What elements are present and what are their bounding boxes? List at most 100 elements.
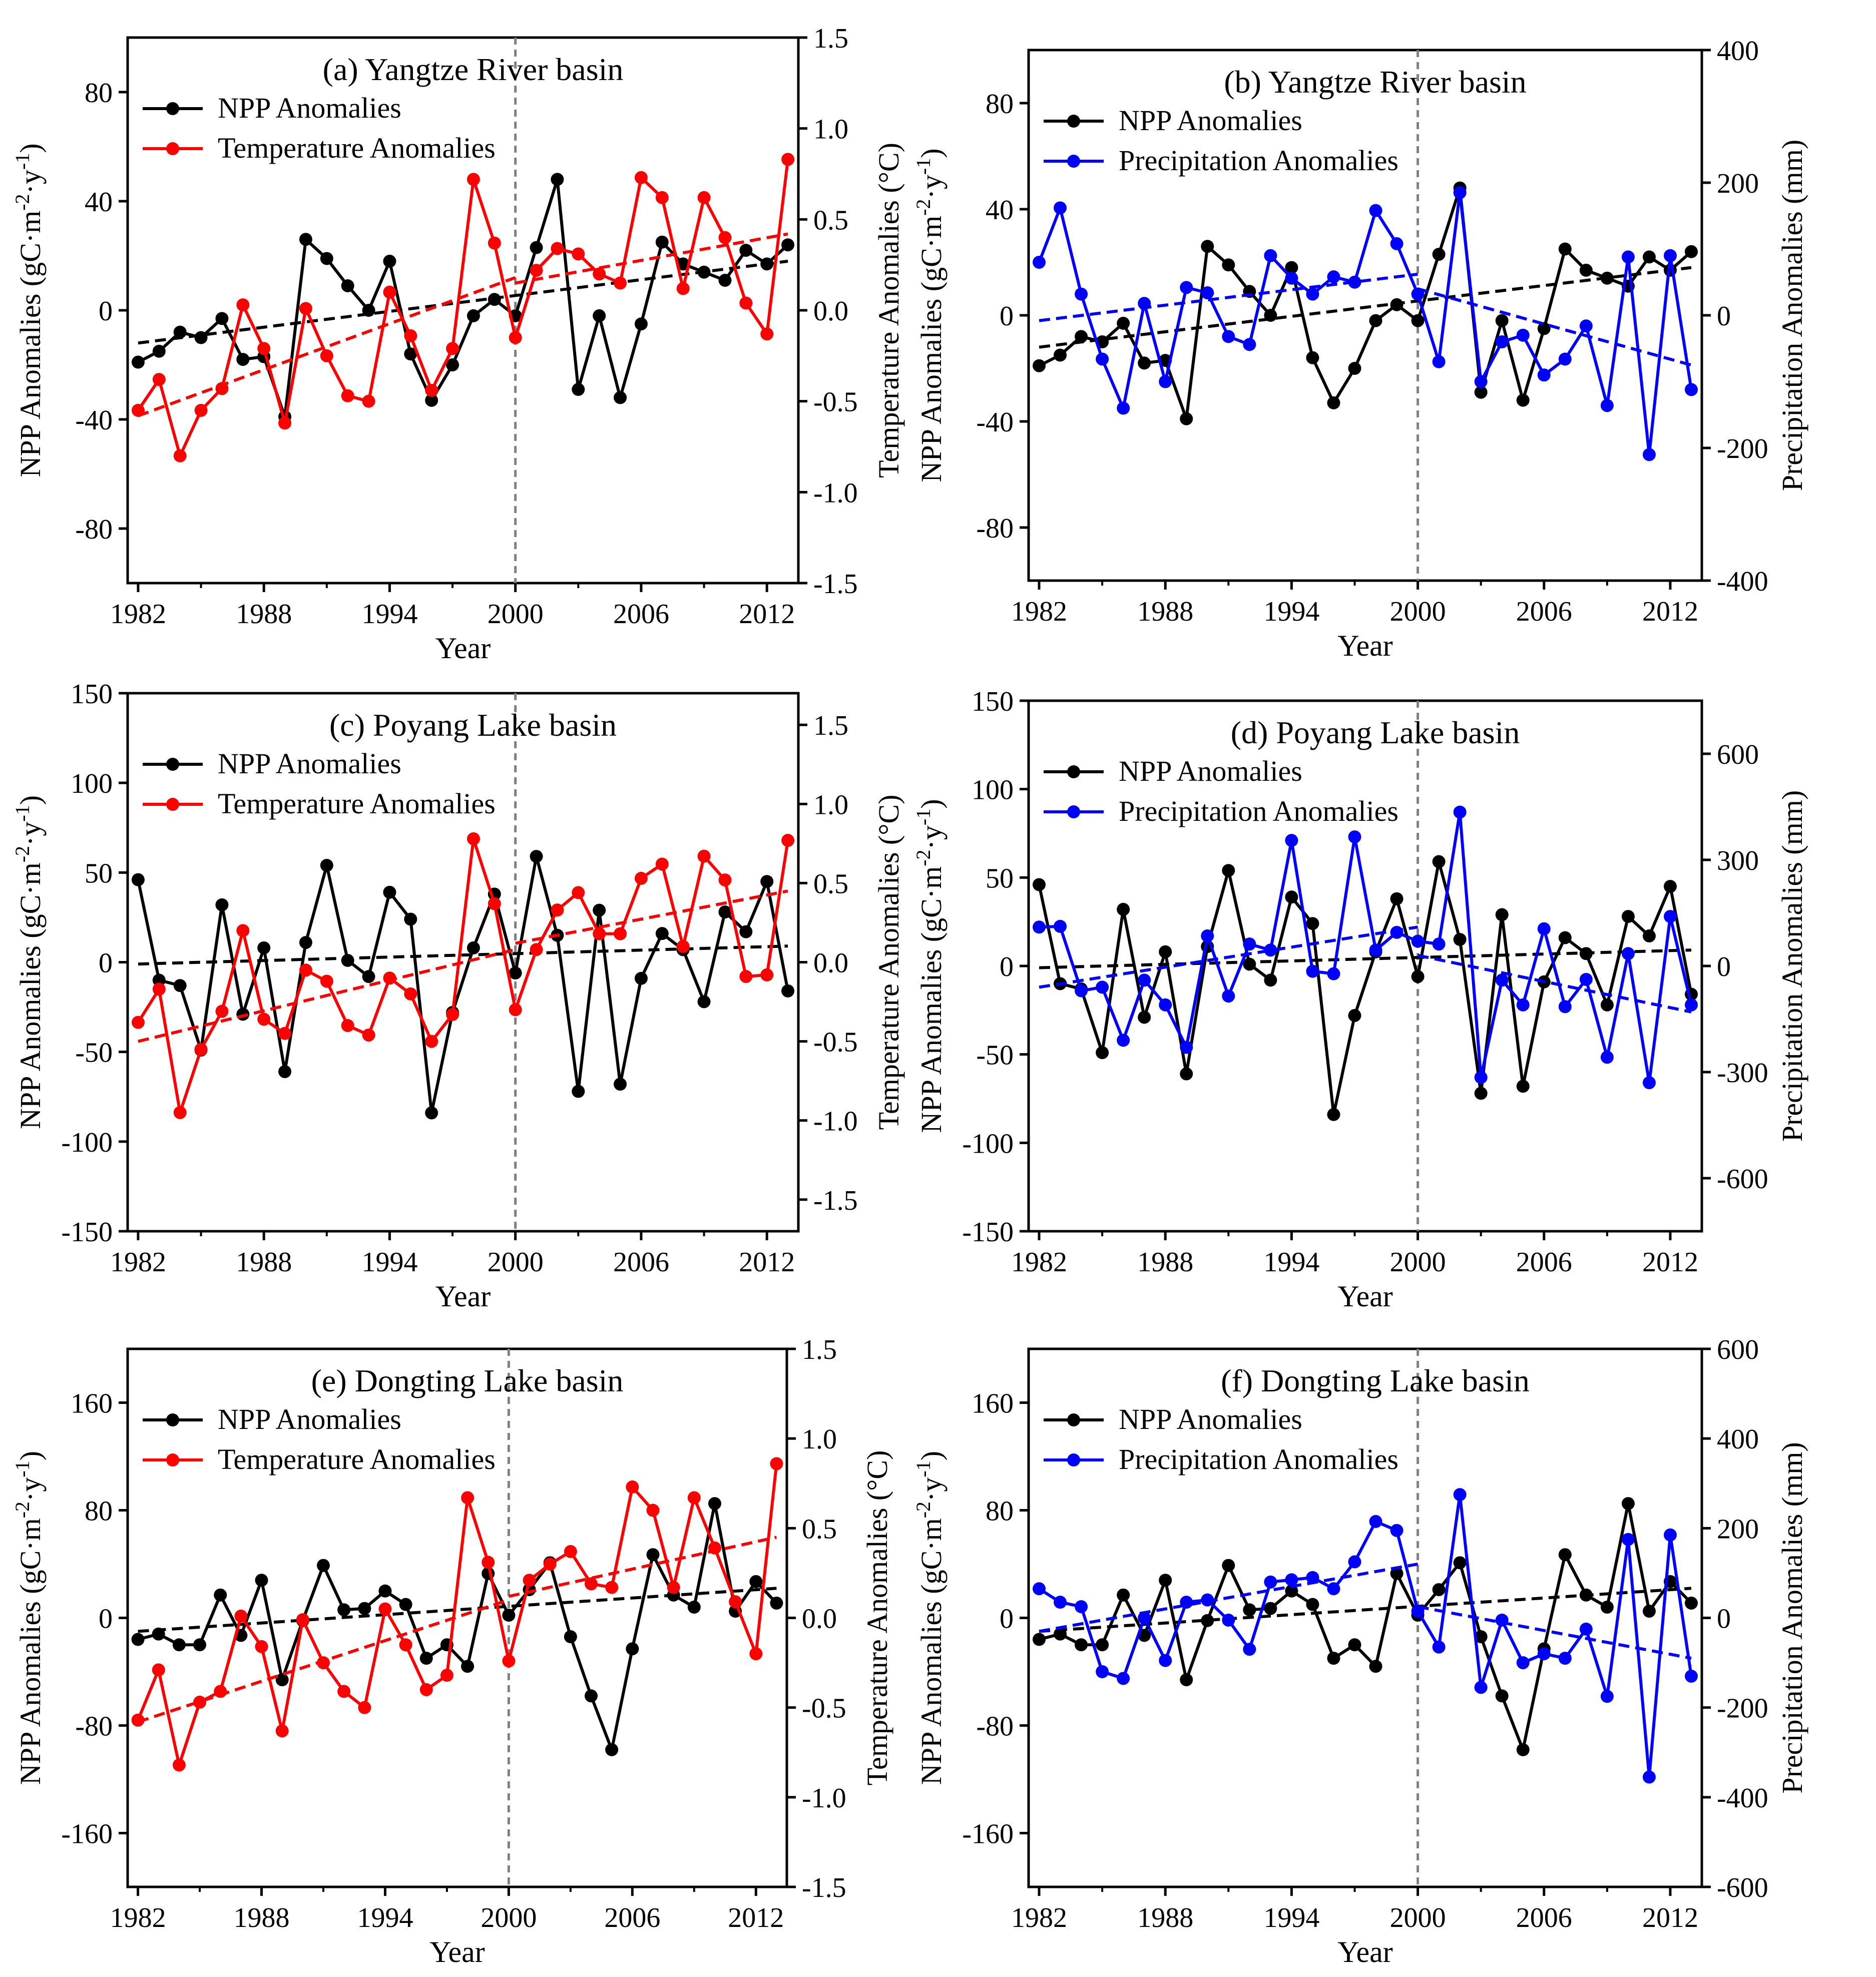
data-point <box>1117 902 1130 916</box>
data-point <box>1621 250 1635 264</box>
x-tick-label: 2006 <box>1516 596 1572 627</box>
data-point <box>1138 1629 1151 1642</box>
data-point <box>1600 1690 1614 1703</box>
y-left-tick-label: 0 <box>1000 301 1014 332</box>
y-right-tick-label: -300 <box>1717 1058 1768 1089</box>
data-point <box>564 1545 577 1558</box>
data-point <box>1474 385 1488 399</box>
y-right-tick-label: -1.0 <box>802 1783 846 1814</box>
data-point <box>341 953 354 967</box>
x-tick-label: 2012 <box>1642 1902 1698 1933</box>
trend-line <box>1039 266 1692 349</box>
legend-swatch-marker <box>1067 155 1080 168</box>
y-left-tick-label: -100 <box>962 1128 1014 1159</box>
data-point <box>172 1758 186 1772</box>
data-point <box>1243 937 1256 951</box>
data-point <box>718 231 732 244</box>
data-point <box>440 1669 453 1682</box>
y-left-axis-label: NPP Anomalies (gC·m-2·y-1) <box>912 799 948 1133</box>
series-line <box>1038 191 1693 456</box>
data-point <box>614 1078 627 1091</box>
data-point <box>236 298 250 312</box>
series-precipitation <box>1033 186 1698 461</box>
data-point <box>697 995 711 1009</box>
y-left-tick-label: 40 <box>85 187 113 218</box>
data-point <box>634 317 648 331</box>
data-point <box>760 327 774 341</box>
data-point <box>1243 1603 1256 1617</box>
x-tick-label: 2000 <box>1390 1247 1446 1278</box>
data-point <box>1285 834 1298 847</box>
data-point <box>1264 1602 1277 1615</box>
panel-f: 1982 1988 1994 2000 2006 2012Year160800-80-16… <box>912 1334 1809 1968</box>
y-left-axis-label: NPP Anomalies (gC·m-2·y-1) <box>11 1451 47 1785</box>
data-point <box>572 886 585 899</box>
data-point <box>362 394 375 408</box>
data-point <box>152 973 166 987</box>
data-point <box>1117 316 1130 330</box>
data-point <box>530 943 543 956</box>
y-left-axis-label: NPP Anomalies (gC·m-2·y-1) <box>912 1451 948 1785</box>
data-point <box>1558 1000 1572 1014</box>
x-tick-label: 2006 <box>613 1247 669 1278</box>
legend-label: NPP Anomalies <box>1119 1403 1302 1435</box>
legend-item-precipitation: Precipitation Anomalies <box>1044 144 1398 177</box>
y-left-tick-label: -80 <box>976 513 1014 544</box>
x-tick-label: 2012 <box>1642 1247 1698 1278</box>
data-point <box>1432 1640 1446 1654</box>
series-temperature <box>131 1457 783 1772</box>
data-point <box>257 1013 271 1026</box>
data-point <box>739 969 753 983</box>
y-left-tick-label: -100 <box>61 1127 113 1158</box>
data-point <box>687 1601 701 1614</box>
data-point <box>446 1008 459 1021</box>
data-point <box>585 1577 598 1591</box>
data-point <box>605 1581 619 1594</box>
series-line <box>137 159 790 457</box>
y-left-tick-label: 0 <box>99 1604 113 1635</box>
data-point <box>1096 1638 1109 1652</box>
data-point <box>1600 1051 1614 1064</box>
data-point <box>1642 1605 1656 1618</box>
data-point <box>234 1609 248 1623</box>
x-tick-label: 1988 <box>236 1247 292 1278</box>
trend-line <box>515 232 788 285</box>
y-left-tick-label: 0 <box>99 296 113 327</box>
data-point <box>1663 249 1677 262</box>
data-point <box>1327 270 1340 284</box>
data-point <box>1033 1633 1046 1646</box>
legend-swatch-marker <box>1067 1453 1080 1466</box>
data-point <box>614 391 627 404</box>
data-point <box>488 897 501 910</box>
data-point <box>1369 1515 1382 1528</box>
data-point <box>523 1574 536 1587</box>
data-point <box>697 849 711 863</box>
data-point <box>404 329 417 342</box>
data-point <box>275 1724 289 1738</box>
legend-label: Temperature Anomalies <box>218 132 496 164</box>
data-point <box>1075 984 1088 998</box>
data-point <box>152 1627 165 1641</box>
data-point <box>1600 271 1614 285</box>
data-point <box>1663 1528 1677 1542</box>
data-point <box>383 885 396 899</box>
data-point <box>1453 805 1467 819</box>
legend-item-npp: NPP Anomalies <box>143 1403 401 1435</box>
data-point <box>1474 1630 1488 1644</box>
data-point <box>1579 1622 1593 1636</box>
data-point <box>1621 1533 1635 1546</box>
x-tick-label: 1994 <box>361 1247 417 1278</box>
data-point <box>634 971 648 985</box>
data-point <box>1243 1643 1256 1656</box>
data-point <box>1348 830 1361 844</box>
y-left-tick-label: 160 <box>972 1388 1014 1419</box>
data-point <box>1096 352 1109 366</box>
data-point <box>646 1504 660 1517</box>
data-point <box>1306 1598 1319 1611</box>
data-point <box>215 1005 229 1018</box>
trend-line <box>1039 272 1418 322</box>
x-tick-label: 1994 <box>1263 596 1319 627</box>
y-left-tick-label: 80 <box>986 89 1014 120</box>
data-point <box>1075 287 1088 301</box>
panel-d: 1982 1988 1994 2000 2006 2012 Year 150 100 50 0 -50… <box>912 686 1809 1313</box>
